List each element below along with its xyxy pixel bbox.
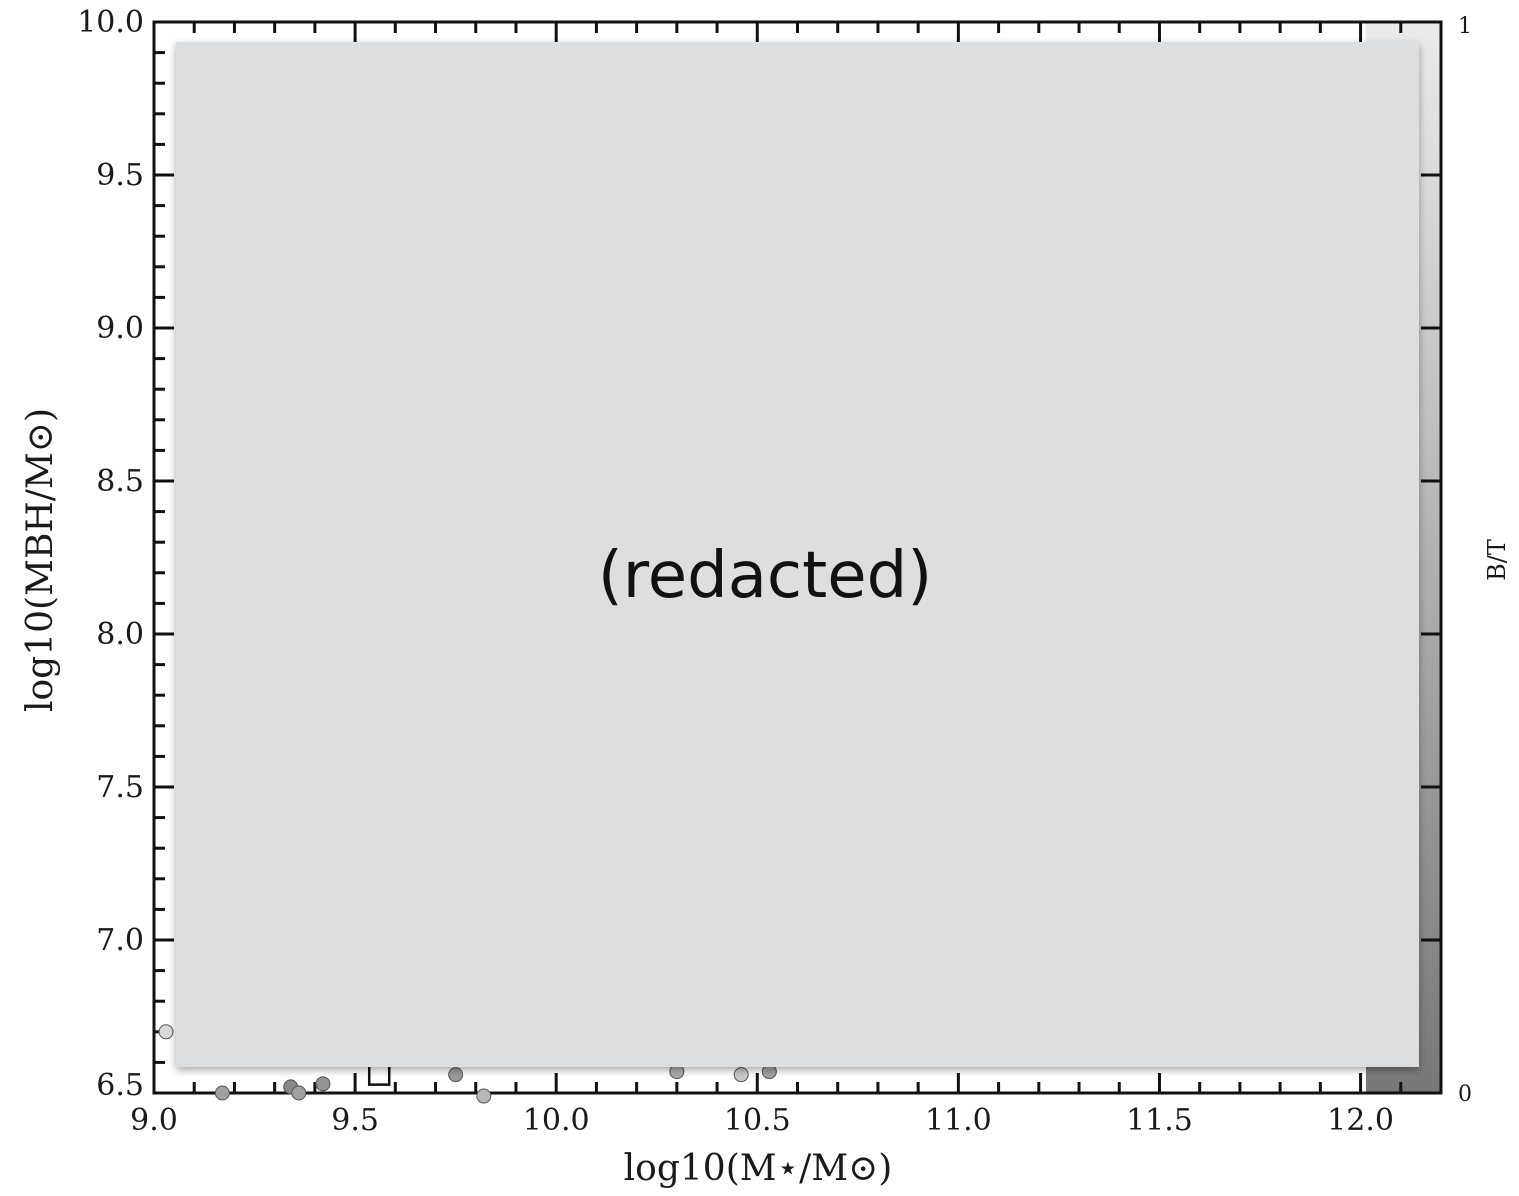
scatter-point: [158, 1024, 174, 1040]
scatter-point: [315, 1076, 331, 1092]
colorbar-tick-min: 0: [1458, 1082, 1472, 1107]
x-tick-label: 11.0: [925, 1103, 992, 1138]
y-axis-label: log10(MBH/M⊙): [20, 408, 61, 712]
x-tick-labels: 9.0 9.5 10.0 10.5 11.0 11.5 12.0: [130, 1103, 1394, 1138]
x-tick-label: 10.0: [523, 1103, 590, 1138]
scatter-point: [733, 1067, 749, 1083]
scatter-point: [214, 1085, 230, 1101]
scatter-point: [476, 1088, 492, 1104]
x-tick-label: 11.5: [1126, 1103, 1193, 1138]
y-tick-label: 9.5: [96, 158, 144, 193]
y-tick-label: 9.0: [96, 311, 144, 346]
y-tick-label: 8.5: [96, 464, 144, 499]
x-tick-label: 12.0: [1327, 1103, 1394, 1138]
colorbar-tick-max: 1: [1458, 14, 1472, 39]
x-tick-label: 9.0: [130, 1103, 178, 1138]
colorbar-label: B/T: [1483, 539, 1511, 581]
scatter-point: [291, 1085, 307, 1101]
scatter-point: [448, 1067, 464, 1083]
redaction-label: (redacted): [598, 539, 932, 613]
square-marker: [367, 1063, 391, 1086]
y-tick-label: 7.5: [96, 770, 144, 805]
y-tick-label: 10.0: [77, 5, 144, 40]
axis-ticks: [152, 20, 1443, 1095]
y-tick-label: 8.0: [96, 617, 144, 652]
x-tick-label: 9.5: [331, 1103, 379, 1138]
y-tick-labels: 6.5 7.0 7.5 8.0 8.5 9.0 9.5 10.0: [77, 5, 144, 1103]
x-tick-label: 10.5: [724, 1103, 791, 1138]
y-tick-label: 7.0: [96, 923, 144, 958]
redaction-box: [176, 42, 1419, 1067]
x-axis-label: log10(M⋆/M⊙): [624, 1148, 893, 1189]
y-tick-label: 6.5: [96, 1068, 144, 1103]
